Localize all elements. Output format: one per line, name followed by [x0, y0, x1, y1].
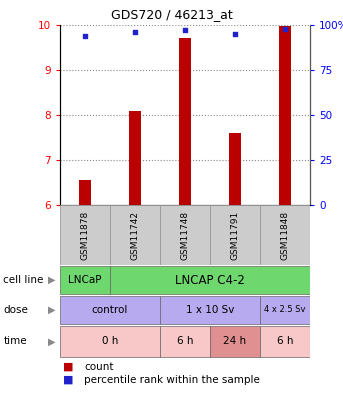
Text: ■: ■ — [63, 362, 74, 372]
Point — [82, 32, 88, 39]
Text: control: control — [92, 305, 128, 315]
Text: 4 x 2.5 Sv: 4 x 2.5 Sv — [264, 305, 306, 315]
Bar — [229, 133, 241, 205]
Text: percentile rank within the sample: percentile rank within the sample — [84, 375, 260, 385]
Point — [132, 29, 138, 36]
Bar — [160, 296, 260, 324]
Point — [282, 26, 288, 32]
Text: dose: dose — [3, 305, 28, 315]
Point — [232, 31, 238, 37]
Bar — [60, 266, 110, 294]
Bar — [60, 296, 160, 324]
Text: ■: ■ — [63, 375, 74, 385]
Text: GSM11742: GSM11742 — [130, 211, 140, 260]
Text: GDS720 / 46213_at: GDS720 / 46213_at — [111, 8, 232, 21]
Point — [182, 27, 188, 34]
Bar — [160, 205, 210, 265]
Bar — [179, 38, 191, 205]
Text: count: count — [84, 362, 114, 372]
Text: ▶: ▶ — [48, 337, 56, 347]
Bar — [160, 326, 210, 357]
Text: cell line: cell line — [3, 275, 44, 285]
Text: LNCAP C4-2: LNCAP C4-2 — [175, 273, 245, 286]
Text: 0 h: 0 h — [102, 337, 118, 347]
Text: ▶: ▶ — [48, 275, 56, 285]
Bar — [260, 205, 310, 265]
Text: 6 h: 6 h — [177, 337, 193, 347]
Bar — [129, 111, 141, 205]
Bar — [260, 296, 310, 324]
Text: LNCaP: LNCaP — [68, 275, 102, 285]
Text: time: time — [3, 337, 27, 347]
Bar — [260, 326, 310, 357]
Bar — [210, 326, 260, 357]
Text: GSM11748: GSM11748 — [180, 211, 189, 260]
Bar — [110, 266, 310, 294]
Bar — [60, 326, 160, 357]
Text: 6 h: 6 h — [277, 337, 293, 347]
Text: GSM11848: GSM11848 — [281, 211, 289, 260]
Bar — [279, 26, 291, 205]
Bar — [210, 205, 260, 265]
Text: GSM11878: GSM11878 — [81, 210, 90, 260]
Bar — [110, 205, 160, 265]
Text: GSM11791: GSM11791 — [230, 210, 239, 260]
Text: ▶: ▶ — [48, 305, 56, 315]
Text: 24 h: 24 h — [223, 337, 247, 347]
Bar — [79, 180, 91, 205]
Text: 1 x 10 Sv: 1 x 10 Sv — [186, 305, 234, 315]
Bar — [60, 205, 110, 265]
